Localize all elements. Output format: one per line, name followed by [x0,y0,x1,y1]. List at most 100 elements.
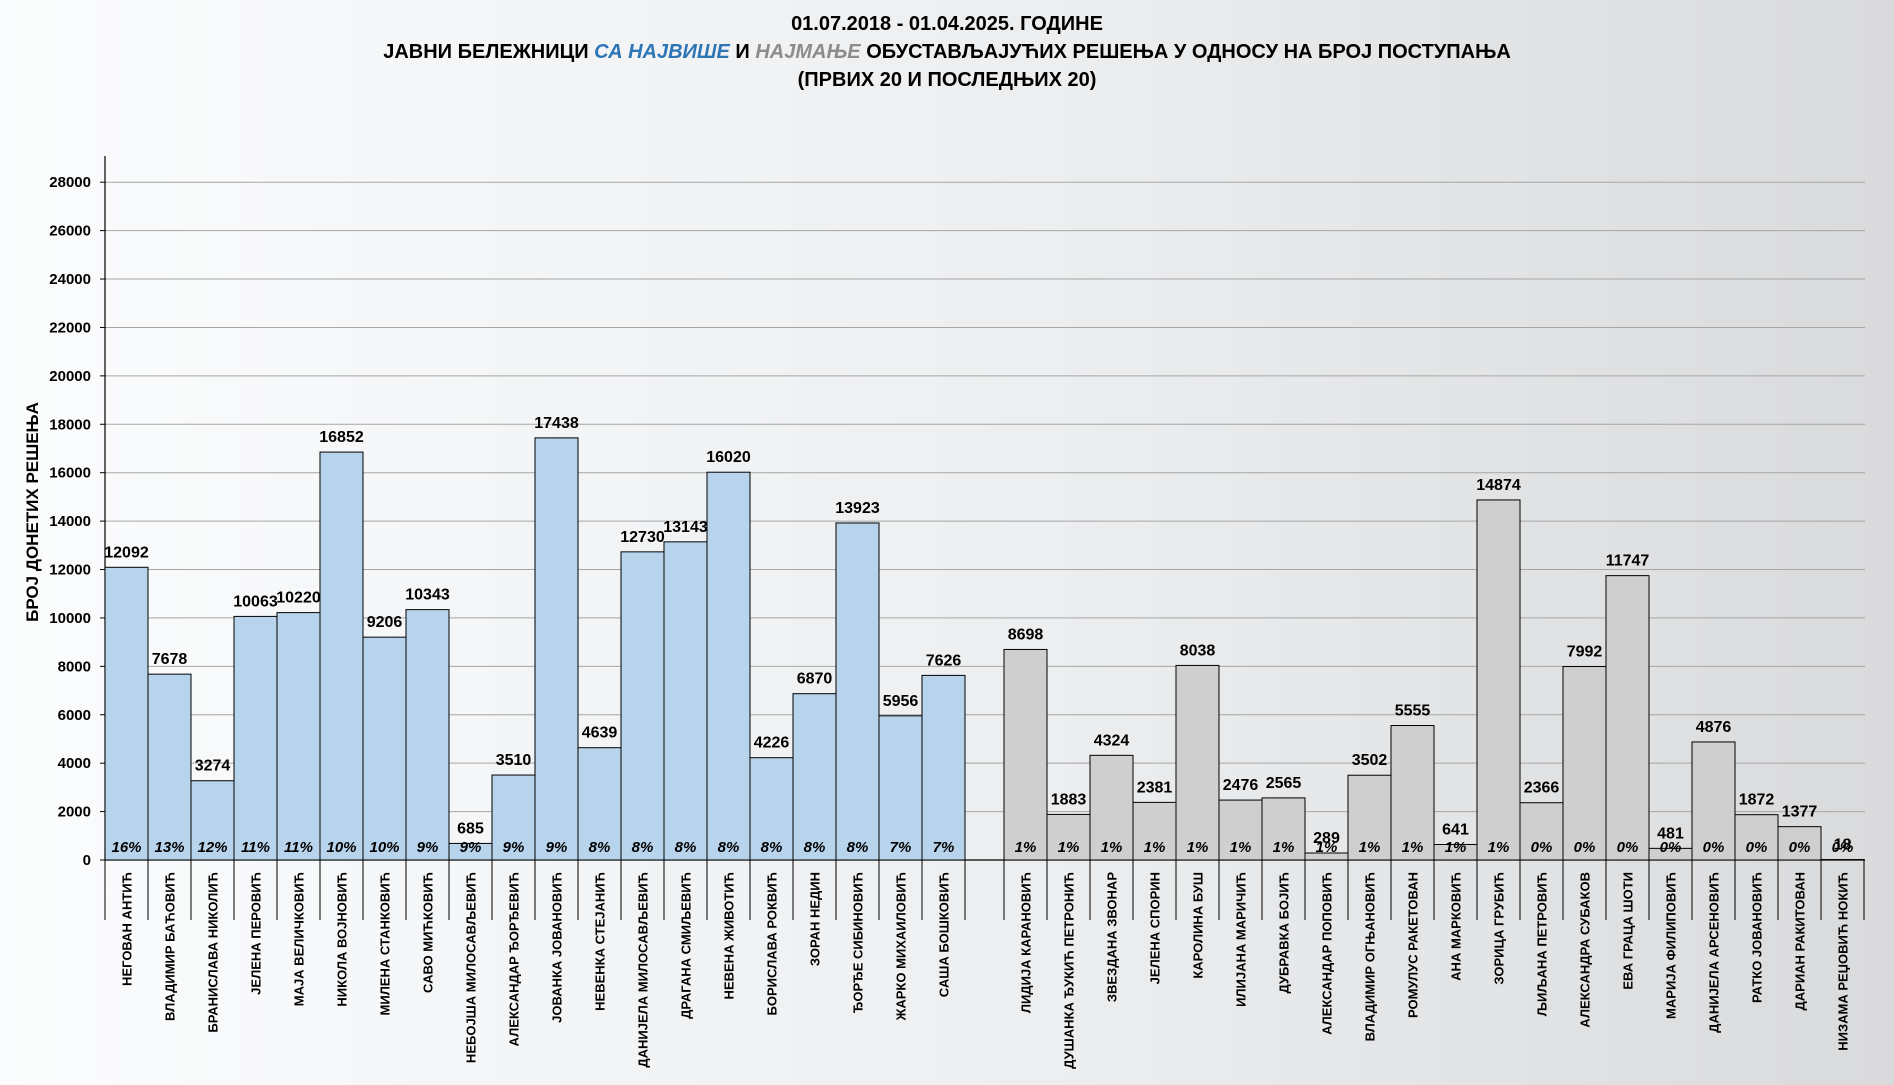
percent-label: 0% [1789,839,1811,856]
data-label: 14874 [1476,477,1521,494]
x-tick-label: НЕВЕНКА СТЕЈАНИЋ [593,872,608,1011]
bar [319,451,364,861]
y-tick-label: 26000 [49,223,91,240]
data-label: 10220 [276,590,321,607]
percent-label: 13% [154,839,184,856]
x-tick-label: ИЛИЈАНА МАРИЧИЋ [1234,872,1249,1007]
percent-label: 10% [369,839,399,856]
data-label: 4226 [754,735,790,752]
x-tick-label: ЖАРКО МИХАИЛОВИЋ [894,872,909,1021]
data-label: 16020 [706,449,751,466]
data-label: 13143 [663,519,708,536]
data-label: 2381 [1137,779,1173,796]
percent-label: 1% [1445,839,1467,856]
x-tick-label: ЗОРИЦА ГРУБИЋ [1492,872,1507,985]
data-label: 17438 [534,415,579,432]
y-tick-label: 18000 [49,416,91,433]
x-tick-label: РОМУЛУС РАКЕТОВАН [1406,872,1421,1018]
data-label: 9206 [367,614,403,631]
data-label: 7992 [1567,644,1603,661]
percent-label: 9% [503,839,525,856]
title-line-2-e: ОБУСТАВЉАЈУЋИХ РЕШЕЊА У ОДНОСУ НА БРОЈ П… [860,41,1511,63]
bar [1218,799,1263,861]
percent-label: 1% [1015,839,1037,856]
percent-label: 11% [284,839,313,856]
data-label: 2565 [1266,775,1302,792]
percent-label: 0% [1531,839,1553,856]
bar [1734,814,1779,861]
bar [1089,754,1134,861]
bar [1046,813,1091,861]
y-tick-label: 2000 [58,804,91,821]
percent-label: 0% [1832,839,1854,856]
percent-label: 8% [675,839,697,856]
x-tick-label: ДАНИЈЕЛА АРСЕНОВИЋ [1707,872,1722,1033]
percent-label: 0% [1746,839,1768,856]
bar [792,693,837,861]
percent-label: 0% [1660,839,1682,856]
data-label: 11747 [1606,553,1650,570]
bar [1562,666,1607,861]
percent-label: 1% [1101,839,1123,856]
bar [878,715,923,861]
bar [1691,741,1736,861]
bar [276,612,321,861]
bar [405,609,450,861]
title-line-2: ЈАВНИ БЕЛЕЖНИЦИ СА НАЈВИШЕ И НАЈМАЊЕ ОБУ… [0,38,1894,66]
bar [1390,725,1435,861]
percent-label: 0% [1617,839,1639,856]
data-label: 5555 [1395,703,1431,720]
x-tick-label: БРАНИСЛАВА НИКОЛИЋ [206,872,221,1033]
percent-label: 9% [460,839,482,856]
bar [1777,826,1822,861]
x-tick-label: САША БОШКОВИЋ [937,872,952,997]
bar [706,471,751,861]
bar [104,566,149,861]
x-tick-label: ЕВА ГРАЦА ШОТИ [1621,872,1636,990]
bar [1003,648,1048,861]
bar [534,437,579,861]
bar [147,673,192,861]
bar [835,522,880,861]
data-label: 7626 [926,652,962,669]
bar [190,780,235,861]
data-label: 7678 [152,651,188,668]
bar [749,757,794,861]
bar [362,636,407,861]
data-label: 3502 [1352,752,1388,769]
bar [1261,797,1306,861]
percent-label: 9% [417,839,439,856]
x-tick-label: НЕБОЈША МИЛОСАВЉЕВИЋ [464,872,479,1063]
data-label: 13923 [835,500,880,517]
y-tick-label: 28000 [49,174,91,191]
percent-label: 7% [933,839,955,856]
percent-label: 8% [632,839,654,856]
percent-label: 8% [718,839,740,856]
x-tick-label: АЛЕКСАНДАР ЂОРЂЕВИЋ [507,872,522,1046]
x-tick-label: ДУШАНКА ЂУКИЋ ПЕТРОНИЋ [1062,872,1077,1069]
percent-label: 1% [1402,839,1424,856]
bar [1132,801,1177,861]
data-label: 289 [1313,830,1340,847]
percent-label: 8% [761,839,783,856]
x-tick-label: АНА МАРКОВИЋ [1449,872,1464,981]
x-tick-label: САВО МИЋКОВИЋ [421,872,436,993]
data-label: 4639 [582,725,618,742]
data-label: 4876 [1696,719,1732,736]
x-tick-label: ЈОВАНКА ЈОВАНОВИЋ [550,872,565,1023]
data-label: 18 [1834,837,1852,854]
percent-label: 8% [804,839,826,856]
percent-label: 1% [1058,839,1080,856]
x-tick-label: НИКОЛА ВОЈНОВИЋ [335,872,350,1007]
percent-label: 1% [1144,839,1166,856]
x-tick-label: НИЗАМА РЕЏОВИЋ НОКИЋ [1836,872,1851,1051]
percent-label: 1% [1359,839,1381,856]
x-tick-label: КАРОЛИНА БУШ [1191,872,1206,979]
bar [491,774,536,861]
title-line-2-a: ЈАВНИ БЕЛЕЖНИЦИ [383,41,595,63]
percent-label: 9% [546,839,568,856]
percent-label: 0% [1703,839,1725,856]
percent-label: 0% [1574,839,1596,856]
data-label: 5956 [883,693,919,710]
x-tick-label: НЕГОВАН АНТИЋ [120,872,135,986]
